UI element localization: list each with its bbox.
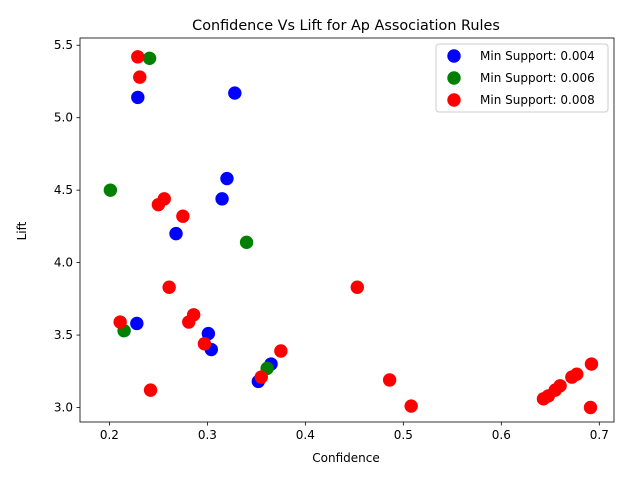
- data-point: [220, 171, 234, 186]
- data-point: [239, 235, 254, 250]
- data-point: [162, 280, 176, 294]
- data-point: [583, 400, 598, 415]
- legend-label: Min Support: 0.008: [480, 93, 595, 107]
- data-point: [382, 373, 397, 387]
- plot-frame: [79, 37, 615, 423]
- data-point: [176, 209, 190, 223]
- data-point: [228, 86, 242, 100]
- x-tick-label: 0.5: [394, 428, 413, 442]
- y-tick-label: 4.5: [54, 183, 73, 197]
- x-tick-label: 0.2: [100, 428, 119, 442]
- data-point: [201, 326, 216, 341]
- y-tick-label: 5.5: [54, 38, 73, 52]
- data-point: [113, 315, 127, 329]
- data-point: [254, 370, 268, 384]
- chart-title: Confidence Vs Lift for Ap Association Ru…: [192, 18, 500, 34]
- x-tick-label: 0.7: [590, 428, 609, 442]
- data-point: [565, 370, 579, 384]
- legend: Min Support: 0.004 Min Support: 0.006 Min …: [435, 43, 609, 113]
- x-tick-label: 0.6: [492, 428, 511, 442]
- data-point: [584, 357, 599, 371]
- data-point: [131, 50, 145, 64]
- legend-marker: [447, 71, 461, 85]
- plot-area: 0.2 0.3 0.4 0.5 0.6 0.7 3.0 3.5 4.0 4.5 5.0 5.5: [54, 37, 615, 442]
- y-tick-label: 3.0: [54, 401, 73, 415]
- x-axis-label: Confidence: [312, 451, 379, 465]
- x-tick-label: 0.4: [296, 428, 315, 442]
- data-point: [197, 337, 212, 351]
- y-tick-label: 3.5: [54, 328, 73, 342]
- data-point: [142, 51, 157, 65]
- data-point: [350, 280, 364, 294]
- legend-marker: [447, 93, 461, 107]
- data-point: [404, 399, 418, 413]
- data-point: [151, 197, 166, 212]
- legend-label: Min Support: 0.004: [480, 49, 595, 63]
- data-point: [169, 226, 183, 241]
- series-3: [113, 50, 599, 415]
- y-axis-label: Lift: [15, 221, 29, 240]
- data-point: [215, 192, 229, 206]
- data-point: [536, 392, 551, 406]
- data-point: [131, 90, 145, 105]
- data-point: [274, 344, 288, 358]
- data-point: [130, 316, 144, 331]
- data-point: [133, 70, 147, 84]
- data-point: [182, 315, 196, 329]
- y-tick-label: 5.0: [54, 111, 73, 125]
- data-point: [103, 183, 118, 197]
- legend-marker: [447, 49, 461, 63]
- legend-box: [435, 43, 609, 113]
- y-tick-label: 4.0: [54, 256, 73, 270]
- legend-label: Min Support: 0.006: [480, 71, 595, 85]
- x-tick-label: 0.3: [198, 428, 217, 442]
- data-point: [143, 383, 158, 397]
